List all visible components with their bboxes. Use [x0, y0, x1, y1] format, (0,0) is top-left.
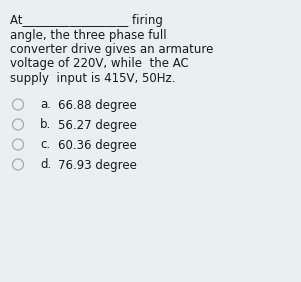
Text: 76.93 degree: 76.93 degree	[58, 158, 137, 171]
Text: 60.36 degree: 60.36 degree	[58, 138, 137, 151]
Text: a.: a.	[40, 98, 51, 111]
Text: angle, the three phase full: angle, the three phase full	[10, 28, 167, 41]
Text: c.: c.	[40, 138, 50, 151]
Text: d.: d.	[40, 158, 51, 171]
Text: voltage of 220V, while  the AC: voltage of 220V, while the AC	[10, 58, 189, 70]
Text: 56.27 degree: 56.27 degree	[58, 118, 137, 131]
Text: converter drive gives an armature: converter drive gives an armature	[10, 43, 213, 56]
Text: 66.88 degree: 66.88 degree	[58, 98, 137, 111]
Text: b.: b.	[40, 118, 51, 131]
Text: supply  input is 415V, 50Hz.: supply input is 415V, 50Hz.	[10, 72, 175, 85]
Text: At__________________ firing: At__________________ firing	[10, 14, 163, 27]
